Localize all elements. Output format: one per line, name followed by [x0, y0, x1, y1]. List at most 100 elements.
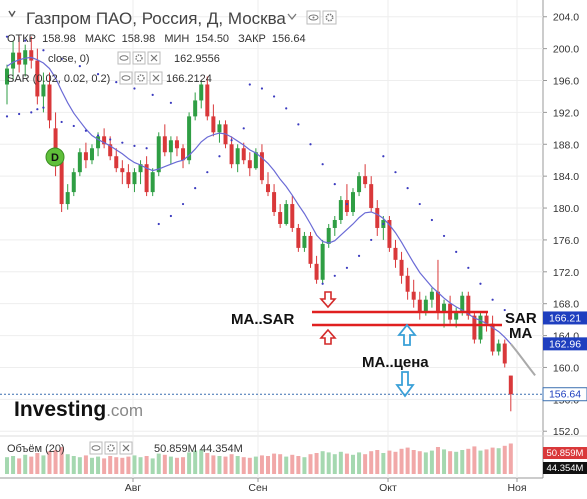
volume-bar	[454, 451, 459, 474]
volume-bar	[211, 455, 216, 474]
sar-dot	[145, 147, 148, 150]
candle-body	[229, 144, 234, 165]
volume-bar	[108, 456, 113, 474]
sar-dot	[109, 138, 112, 141]
volume-bars	[5, 443, 513, 474]
candle	[120, 160, 125, 185]
sar-close-icon[interactable]	[149, 71, 163, 85]
sar-dot	[42, 106, 45, 109]
candle-body	[241, 148, 246, 161]
candle-body	[144, 164, 149, 193]
sar-dot	[181, 202, 185, 206]
volume-bar	[120, 457, 125, 474]
sar-dot	[30, 111, 33, 114]
sar-dot	[60, 120, 63, 124]
collapse-chevron-icon[interactable]	[8, 10, 16, 18]
candle-body	[478, 315, 483, 340]
candle	[357, 172, 362, 197]
close-price-tag: 156.64	[542, 387, 587, 402]
svg-text:166.21: 166.21	[549, 312, 581, 324]
gear-icon[interactable]	[322, 10, 337, 25]
volume-bar	[284, 456, 289, 474]
volume-bar	[5, 457, 9, 474]
candle	[217, 120, 222, 143]
ma-close-icon[interactable]	[147, 51, 161, 65]
volume-bar	[35, 453, 40, 474]
volume-legend: Объём (20) 50.859M 44.354M	[7, 441, 243, 455]
dividend-badge-icon[interactable]: D	[45, 147, 65, 167]
grid	[0, 0, 547, 482]
volume-bar	[387, 450, 392, 474]
candle-body	[193, 100, 198, 117]
volume-gear-icon[interactable]	[104, 441, 118, 455]
candle-body	[199, 84, 204, 101]
candle-body	[399, 259, 404, 276]
eye-icon[interactable]	[306, 10, 321, 25]
candle	[308, 231, 313, 268]
ma-gear-icon[interactable]	[132, 51, 146, 65]
sar-dot	[133, 144, 136, 147]
candle-body	[108, 144, 113, 157]
candle-body	[156, 136, 161, 173]
candle	[478, 311, 483, 344]
volume-bar	[235, 456, 240, 474]
sar-dot	[382, 155, 385, 158]
volume-bar	[417, 451, 422, 474]
svg-text:156.64: 156.64	[549, 389, 581, 401]
candle	[508, 375, 513, 412]
candle	[253, 148, 258, 170]
volume-close-icon[interactable]	[119, 441, 133, 455]
y-tick-label: 168.0	[553, 299, 579, 311]
volume-bar	[187, 452, 192, 474]
sar-eye-icon[interactable]	[119, 71, 133, 85]
volume-bar	[332, 454, 337, 474]
ma-eye-icon[interactable]	[117, 51, 131, 65]
candle-body	[350, 192, 355, 213]
volume-bar	[272, 453, 277, 474]
sar-gear-icon[interactable]	[134, 71, 148, 85]
volume-bar	[484, 449, 489, 474]
candle	[387, 216, 392, 252]
x-tick-label: Авг	[125, 482, 142, 494]
volume-bar	[490, 447, 495, 474]
sar-dot	[394, 171, 397, 174]
candle	[181, 144, 186, 169]
sar-dot	[151, 93, 154, 96]
candle-body	[435, 291, 440, 312]
sar-dot	[357, 254, 361, 257]
volume-bar	[344, 453, 349, 474]
y-tick-label: 196.0	[553, 76, 579, 88]
candle-body	[59, 160, 64, 205]
candle	[205, 76, 210, 121]
volume-bar	[17, 458, 22, 474]
ma-legend-value: 162.9556	[174, 53, 220, 65]
candle	[174, 136, 179, 157]
ohlc-line: ОТКР 158.98 МАКС 158.98 МИН 154.50 ЗАКР …	[7, 33, 306, 45]
volume-bar	[181, 457, 186, 474]
volume-bar	[375, 450, 380, 474]
candle-body	[314, 263, 319, 280]
candle-body	[344, 200, 349, 213]
volume-bar	[59, 447, 64, 474]
blue-arrow-up-icon	[397, 323, 417, 346]
candle-body	[278, 212, 283, 224]
candle-body	[211, 116, 216, 133]
candle-body	[17, 52, 22, 65]
sar-legend-value: 166.2124	[166, 73, 212, 85]
candle-body	[174, 140, 179, 149]
candle-body	[508, 375, 513, 395]
candle-body	[205, 84, 210, 117]
sar-dot	[121, 141, 124, 144]
candle-body	[83, 152, 88, 161]
sar-dot	[345, 202, 349, 206]
volume-eye-icon[interactable]	[89, 441, 103, 455]
volume-value-2: 44.354M	[200, 443, 243, 455]
volume-bar	[229, 454, 234, 474]
sar-dot	[418, 202, 421, 206]
x-tick-labels: Авг Сен Окт Ноя	[125, 482, 527, 494]
candle-body	[308, 235, 313, 264]
ma-sar-label: MA..SAR	[231, 311, 295, 328]
candle-body	[138, 164, 143, 173]
title-dropdown-icon[interactable]	[287, 13, 297, 21]
